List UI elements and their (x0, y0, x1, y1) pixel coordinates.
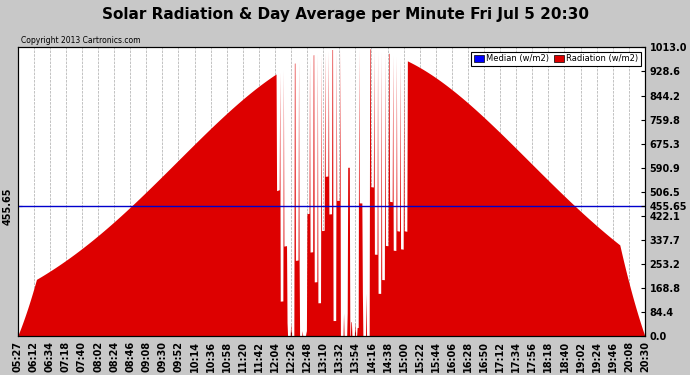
Legend: Median (w/m2), Radiation (w/m2): Median (w/m2), Radiation (w/m2) (471, 52, 641, 66)
Text: Copyright 2013 Cartronics.com: Copyright 2013 Cartronics.com (21, 36, 140, 45)
Text: Solar Radiation & Day Average per Minute Fri Jul 5 20:30: Solar Radiation & Day Average per Minute… (101, 8, 589, 22)
